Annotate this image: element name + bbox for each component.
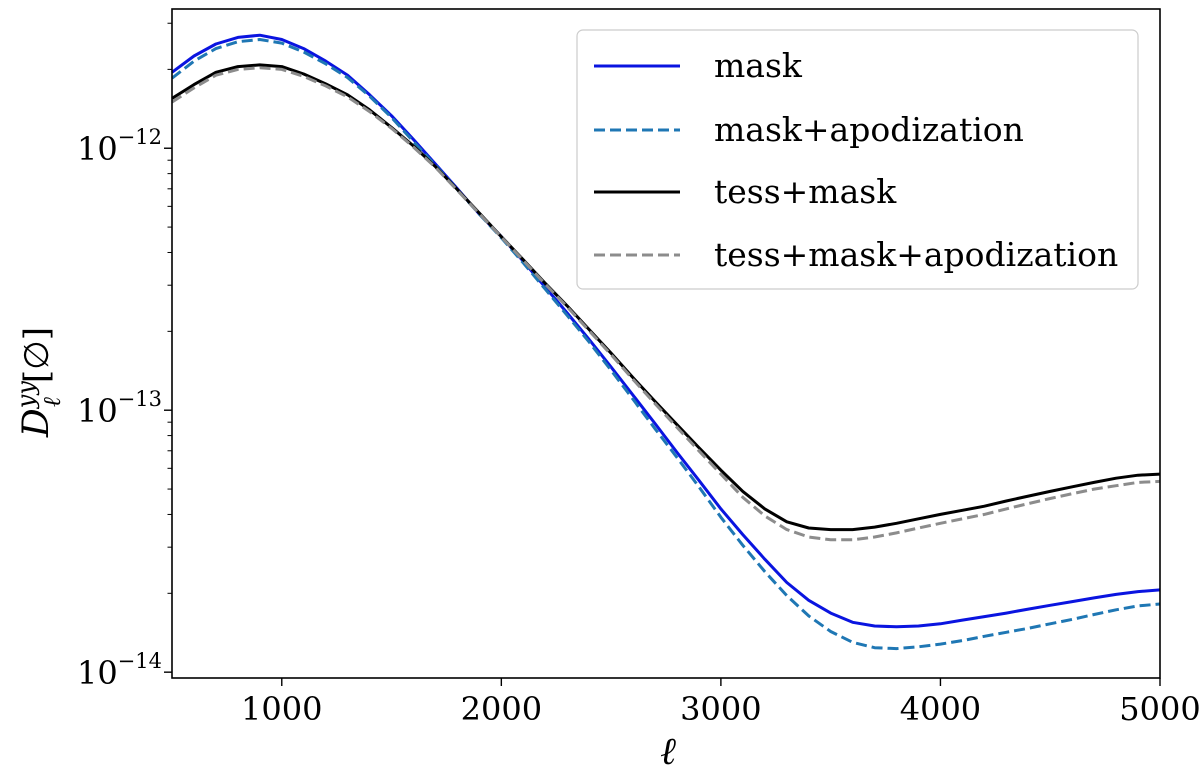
series-line-tess-plus-mask: [171, 63, 1161, 532]
x-tick-label-4000: 4000: [900, 690, 981, 728]
x-axis-label: ℓ: [660, 729, 676, 773]
series-line-mask: [171, 33, 1161, 629]
series-layer: [171, 33, 1161, 651]
x-tick-label-1000: 1000: [241, 690, 322, 728]
series-line-mask-plus-apodization: [171, 38, 1161, 651]
legend: mask mask+apodization tess+mask tess+mask+a…: [576, 29, 1139, 290]
y-axis-label-superscript: yy: [12, 381, 40, 410]
y-tick-label-1: 10−13: [77, 387, 162, 430]
series-line-tess-plus-mask-plus-apodization: [171, 66, 1161, 542]
y-tick-label-2: 10−12: [77, 125, 162, 168]
legend-label-2: tess+mask: [714, 172, 897, 211]
legend-frame: [576, 29, 1139, 290]
svg-text:Dyyℓ[∅]: Dyyℓ [∅]: [12, 327, 66, 438]
legend-label-3: tess+mask+apodization: [714, 235, 1118, 274]
y-axis-label-subscript: ℓ: [38, 397, 66, 407]
plot-frame: [171, 8, 1161, 679]
y-axis-label-unit: [∅]: [17, 327, 57, 383]
y-tick-label-0: 10−14: [77, 649, 162, 692]
x-tick-label-3000: 3000: [680, 690, 761, 728]
y-axis-label: Dyyℓ [∅]: [12, 327, 66, 438]
legend-label-0: mask: [714, 46, 803, 85]
axis-ticks: [164, 147, 1161, 686]
y-axis-label-main: D: [16, 408, 57, 438]
x-tick-label-5000: 5000: [1119, 690, 1200, 728]
x-tick-label-2000: 2000: [461, 690, 542, 728]
tick-labels: 1000 2000 3000 4000 5000 10−14 10−13 10−12: [77, 125, 1200, 728]
legend-label-1: mask+apodization: [714, 110, 1024, 149]
